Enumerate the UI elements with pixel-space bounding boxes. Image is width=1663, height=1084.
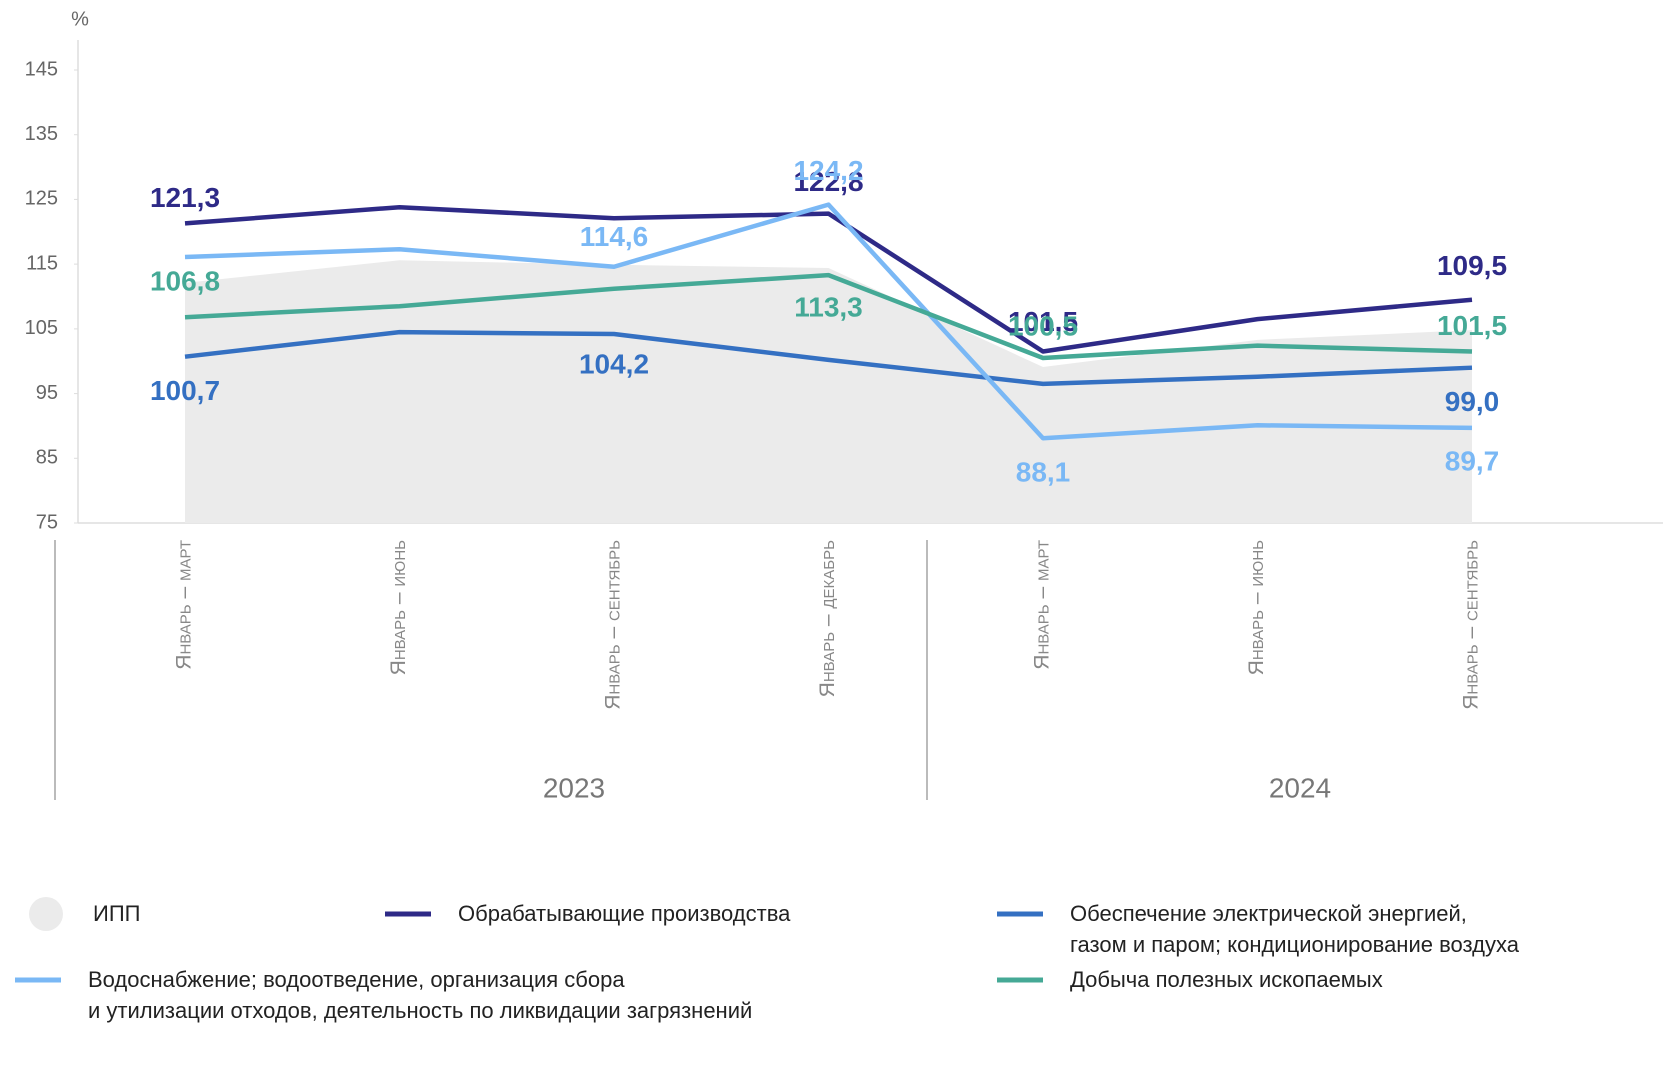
y-tick-label: 95 xyxy=(36,382,58,404)
y-tick-label: 75 xyxy=(36,511,58,533)
data-label: 124,2 xyxy=(793,155,863,186)
data-label: 122,8 xyxy=(793,166,863,197)
x-tick-label: Январь – декабрь xyxy=(816,540,839,697)
legend-marker xyxy=(29,897,63,931)
legend-label: Водоснабжение; водоотведение, организаци… xyxy=(88,967,753,1023)
x-tick-label: Январь – июнь xyxy=(1245,540,1268,675)
data-label: 101,5 xyxy=(1437,310,1507,341)
data-label: 100,5 xyxy=(1008,310,1078,341)
data-label: 113,3 xyxy=(794,292,863,323)
group-label: 2024 xyxy=(1269,772,1331,803)
line xyxy=(184,202,1473,441)
data-label: 106,8 xyxy=(150,266,220,297)
y-unit: % xyxy=(71,8,89,30)
legend-label: Обеспечение электрической энергией, газо… xyxy=(1070,901,1519,957)
line xyxy=(184,204,1473,354)
data-label: 109,5 xyxy=(1437,250,1507,281)
x-tick-label: Январь – сентябрь xyxy=(602,540,625,710)
y-tick-label: 125 xyxy=(25,188,58,210)
legend-label: Добыча полезных ископаемых xyxy=(1070,967,1383,992)
area xyxy=(185,260,1472,523)
y-tick-label: 105 xyxy=(25,317,58,339)
group-label: 2023 xyxy=(543,772,605,803)
data-label: 88,1 xyxy=(1016,457,1071,488)
data-label: 114,6 xyxy=(580,221,649,252)
x-tick-label: Январь – сентябрь xyxy=(1460,540,1483,710)
data-label: 101,5 xyxy=(1008,306,1078,337)
line xyxy=(184,329,1473,387)
x-tick-label: Январь – март xyxy=(173,540,196,670)
data-label: 99,0 xyxy=(1445,386,1500,417)
x-tick-label: Январь – март xyxy=(1031,540,1054,670)
line xyxy=(184,272,1473,361)
y-tick-label: 135 xyxy=(25,123,58,145)
y-tick-label: 85 xyxy=(36,447,58,469)
legend-label: Обрабатывающие производства xyxy=(458,901,791,926)
data-label: 89,7 xyxy=(1445,445,1500,476)
data-label: 104,2 xyxy=(579,348,649,379)
x-tick-label: Январь – июнь xyxy=(387,540,410,675)
data-label: 100,7 xyxy=(150,375,220,406)
data-label: 121,3 xyxy=(150,182,220,213)
y-tick-label: 145 xyxy=(25,58,58,80)
y-tick-label: 115 xyxy=(26,252,58,274)
legend-label: ИПП xyxy=(93,901,141,926)
